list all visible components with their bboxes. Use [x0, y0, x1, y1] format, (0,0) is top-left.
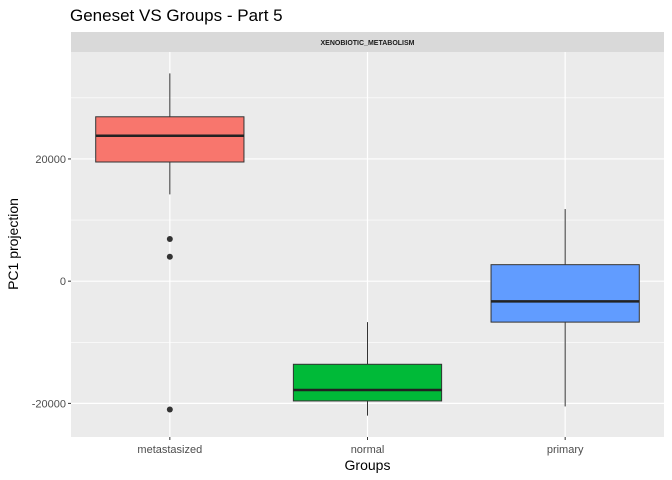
- box-normal: [292, 322, 443, 416]
- box-body: [292, 363, 443, 402]
- outlier-point: [166, 236, 173, 242]
- box-metastasized: [95, 73, 245, 413]
- x-tick-label: metastasized: [137, 444, 202, 456]
- box-primary: [490, 209, 640, 407]
- y-axis-title: PC1 projection: [5, 198, 21, 290]
- y-tick-label: 20000: [35, 154, 66, 166]
- y-tick-label: 0: [60, 276, 66, 288]
- chart-title: Geneset VS Groups - Part 5: [70, 6, 283, 25]
- facet-label: XENOBIOTIC_METABOLISM: [321, 40, 415, 47]
- box-body: [490, 264, 640, 323]
- x-axis: metastasized normal primary: [137, 437, 584, 456]
- x-tick-label: primary: [547, 444, 584, 456]
- box-body: [95, 116, 245, 163]
- outlier-point: [166, 253, 173, 260]
- x-axis-title: Groups: [345, 457, 391, 473]
- outlier-point: [166, 406, 173, 413]
- box-series: [95, 73, 640, 416]
- x-tick-label: normal: [351, 444, 385, 456]
- y-axis: -20000 0 20000: [32, 154, 71, 410]
- facet-strip: [71, 32, 664, 52]
- y-tick-label: -20000: [32, 398, 66, 410]
